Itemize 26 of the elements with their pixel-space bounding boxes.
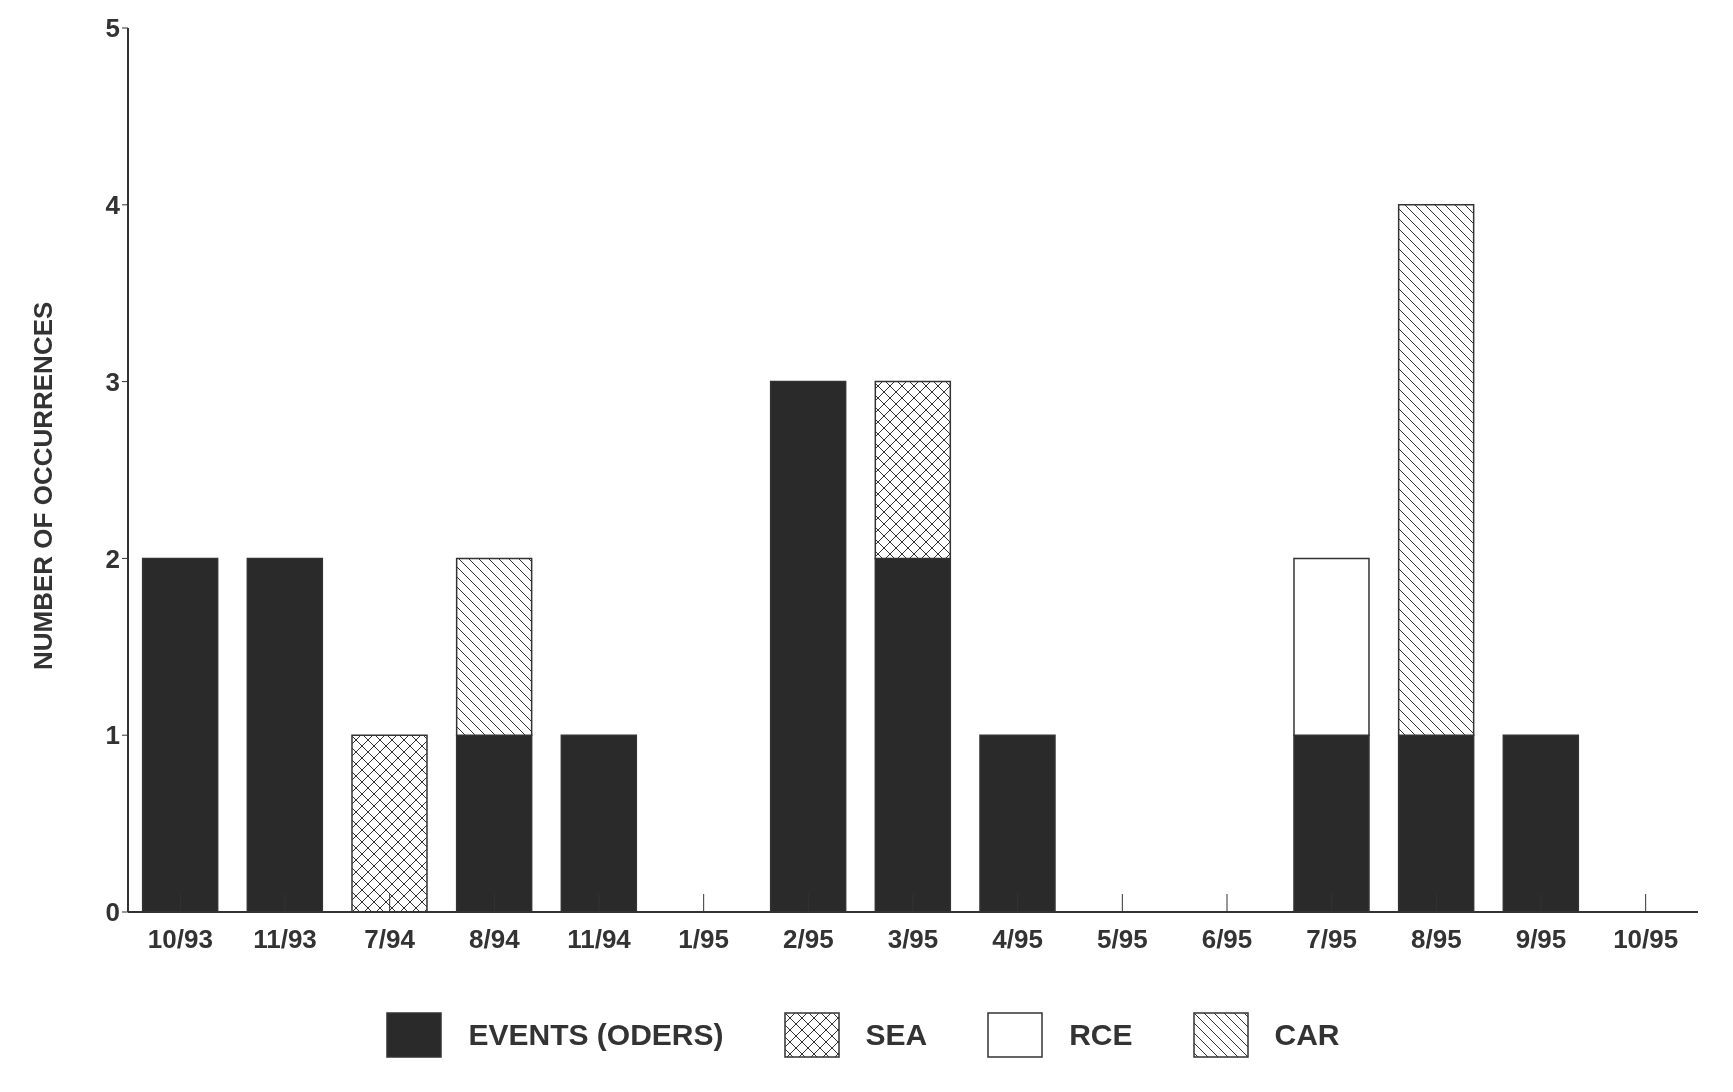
legend-label: RCE xyxy=(1069,1018,1133,1052)
y-tick-label: 5 xyxy=(105,13,120,44)
legend-label: EVENTS (ODERS) xyxy=(468,1018,724,1052)
x-tick-label: 4/95 xyxy=(992,924,1043,955)
x-tick-label: 11/93 xyxy=(253,924,317,955)
y-tick-label: 2 xyxy=(105,543,120,574)
x-tick-label: 5/95 xyxy=(1097,924,1148,955)
y-tick-label: 4 xyxy=(105,190,121,221)
x-tick-label: 8/95 xyxy=(1411,924,1462,955)
legend-label: SEA xyxy=(865,1018,928,1052)
x-tick-label: 1/95 xyxy=(678,924,729,955)
y-tick-label: 3 xyxy=(105,366,120,397)
y-tick-label: 0 xyxy=(105,897,120,928)
x-tick-label: 10/95 xyxy=(1613,924,1679,955)
x-tick-label: 11/94 xyxy=(567,924,632,955)
x-tick-label: 7/95 xyxy=(1306,924,1357,955)
x-tick-label: 2/95 xyxy=(783,924,834,955)
x-tick-label: 10/93 xyxy=(147,924,213,955)
x-tick-label: 6/95 xyxy=(1201,924,1253,955)
y-tick-label: 1 xyxy=(105,720,120,751)
x-tick-label: 3/95 xyxy=(887,924,939,955)
x-tick-label: 8/94 xyxy=(469,924,521,955)
legend-label: CAR xyxy=(1274,1018,1340,1052)
x-tick-label: 9/95 xyxy=(1515,924,1567,955)
y-axis-title: NUMBER OF OCCURRENCES xyxy=(28,301,59,670)
x-tick-label: 7/94 xyxy=(364,924,416,955)
